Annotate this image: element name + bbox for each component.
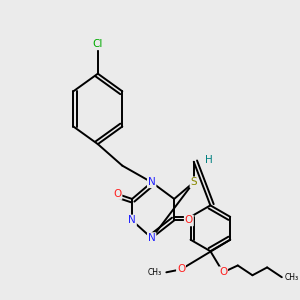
Text: Cl: Cl xyxy=(93,39,103,49)
Text: H: H xyxy=(205,155,212,165)
Text: S: S xyxy=(190,177,197,187)
Text: O: O xyxy=(219,267,227,277)
Text: O: O xyxy=(185,215,193,226)
Text: CH₃: CH₃ xyxy=(285,273,299,282)
Text: O: O xyxy=(177,264,185,274)
Text: O: O xyxy=(113,189,122,199)
Text: N: N xyxy=(148,177,155,187)
Text: N: N xyxy=(148,233,155,243)
Text: N: N xyxy=(128,215,136,226)
Text: CH₃: CH₃ xyxy=(148,268,162,277)
